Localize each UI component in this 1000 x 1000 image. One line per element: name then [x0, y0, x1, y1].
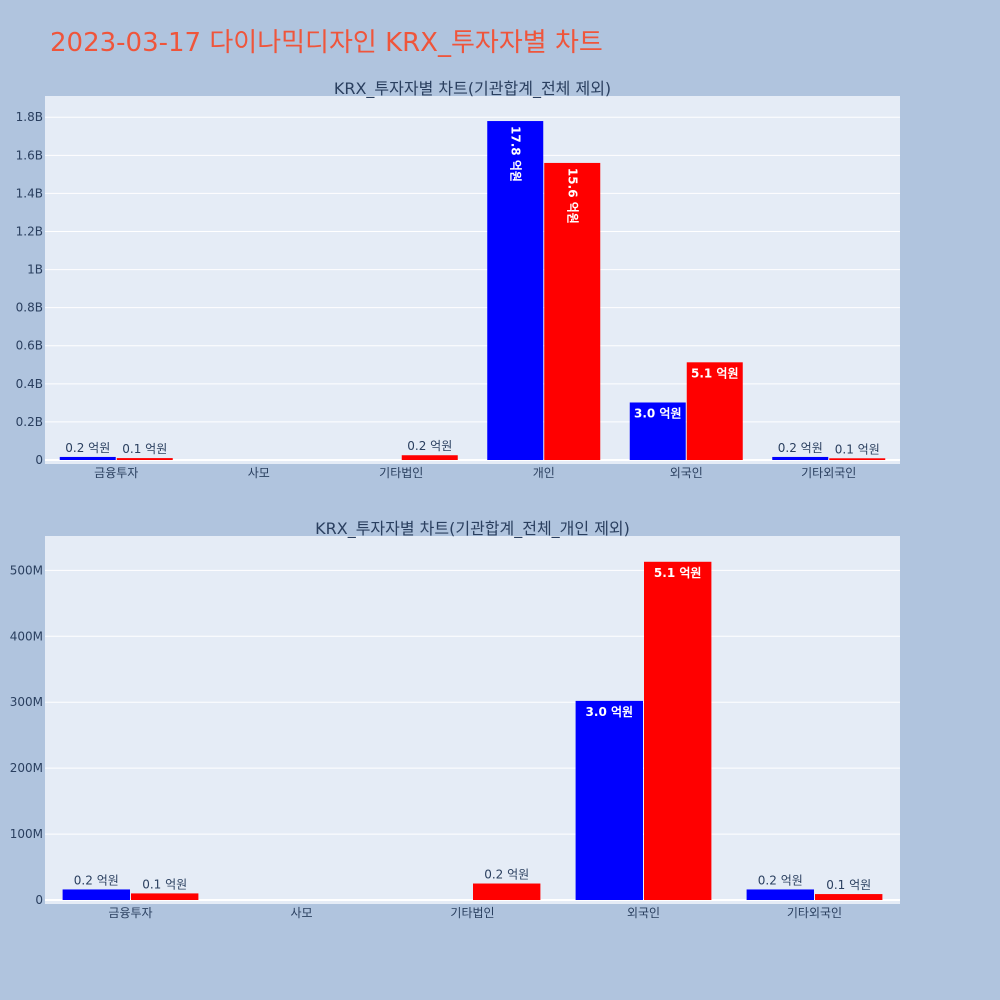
data-label: 17.8 억원 — [508, 126, 522, 182]
plot-area — [45, 96, 900, 464]
data-label: 3.0 억원 — [634, 406, 682, 420]
bar — [59, 456, 116, 460]
data-label: 0.2 억원 — [778, 441, 823, 455]
x-tick-label: 금융투자 — [94, 466, 138, 480]
bar — [644, 561, 712, 900]
chart-2: 0 100M 200M 300M 400M 500M KRX_투자자별 차트(기관합계_전체… — [10, 519, 900, 920]
bar — [131, 893, 199, 900]
bar — [544, 162, 601, 461]
bar — [629, 402, 686, 460]
bar — [686, 362, 743, 460]
y-tick-label: 400M — [10, 629, 43, 643]
chart-title: KRX_투자자별 차트(기관합계_전체 제외) — [334, 79, 611, 99]
x-tick-label: 사모 — [248, 466, 270, 480]
data-label: 0.1 억원 — [142, 877, 187, 891]
bar — [116, 458, 173, 460]
y-tick-label: 0.8B — [16, 301, 43, 315]
bar — [829, 458, 886, 460]
data-label: 0.2 억원 — [407, 439, 452, 453]
bar — [62, 889, 130, 900]
y-tick-label: 1.2B — [16, 224, 43, 238]
y-tick-label: 1.4B — [16, 186, 43, 200]
page-title: 2023-03-17 다이나믹디자인 KRX_투자자별 차트 — [50, 28, 603, 58]
y-tick-label: 300M — [10, 695, 43, 709]
y-tick-label: 1.6B — [16, 148, 43, 162]
y-tick-label: 0 — [35, 453, 43, 467]
x-tick-label: 사모 — [290, 906, 312, 920]
data-label: 5.1 억원 — [654, 566, 702, 580]
data-label: 0.2 억원 — [758, 873, 803, 887]
y-tick-label: 1.8B — [16, 110, 43, 124]
y-tick-label: 0.2B — [16, 415, 43, 429]
bar — [473, 883, 541, 900]
bar — [401, 455, 458, 460]
chart-title: KRX_투자자별 차트(기관합계_전체_개인 제외) — [315, 519, 630, 539]
x-tick-label: 금융투자 — [108, 906, 152, 920]
bar — [746, 889, 814, 900]
data-label: 0.2 억원 — [74, 873, 119, 887]
bar — [815, 894, 883, 900]
x-tick-label: 외국인 — [670, 466, 703, 480]
x-tick-label: 기타외국인 — [801, 466, 856, 480]
y-tick-label: 1B — [27, 263, 43, 277]
y-tick-label: 0.4B — [16, 377, 43, 391]
y-tick-label: 500M — [10, 563, 43, 577]
data-label: 0.1 억원 — [122, 442, 167, 456]
x-tick-label: 기타법인 — [379, 466, 423, 480]
y-tick-label: 200M — [10, 761, 43, 775]
y-tick-label: 100M — [10, 827, 43, 841]
data-label: 0.2 억원 — [65, 441, 110, 455]
data-label: 0.1 억원 — [826, 878, 871, 892]
chart-1: 0 0.2B 0.4B 0.6B 0.8B 1B 1.2B 1.4B 1.6B 1.8B KRX_투… — [16, 79, 900, 480]
bar — [487, 121, 544, 461]
y-tick-label: 0.6B — [16, 339, 43, 353]
data-label: 15.6 억원 — [565, 168, 579, 224]
x-tick-label: 개인 — [533, 466, 555, 480]
data-label: 0.1 억원 — [835, 442, 880, 456]
x-tick-label: 기타법인 — [450, 906, 494, 920]
plot-area — [45, 536, 900, 904]
bar — [772, 456, 829, 460]
x-tick-label: 외국인 — [627, 906, 660, 920]
y-tick-label: 0 — [35, 893, 43, 907]
data-label: 3.0 억원 — [586, 705, 634, 719]
x-tick-label: 기타외국인 — [787, 906, 842, 920]
bar — [575, 700, 643, 900]
data-label: 0.2 억원 — [484, 868, 529, 882]
data-label: 5.1 억원 — [691, 366, 739, 380]
